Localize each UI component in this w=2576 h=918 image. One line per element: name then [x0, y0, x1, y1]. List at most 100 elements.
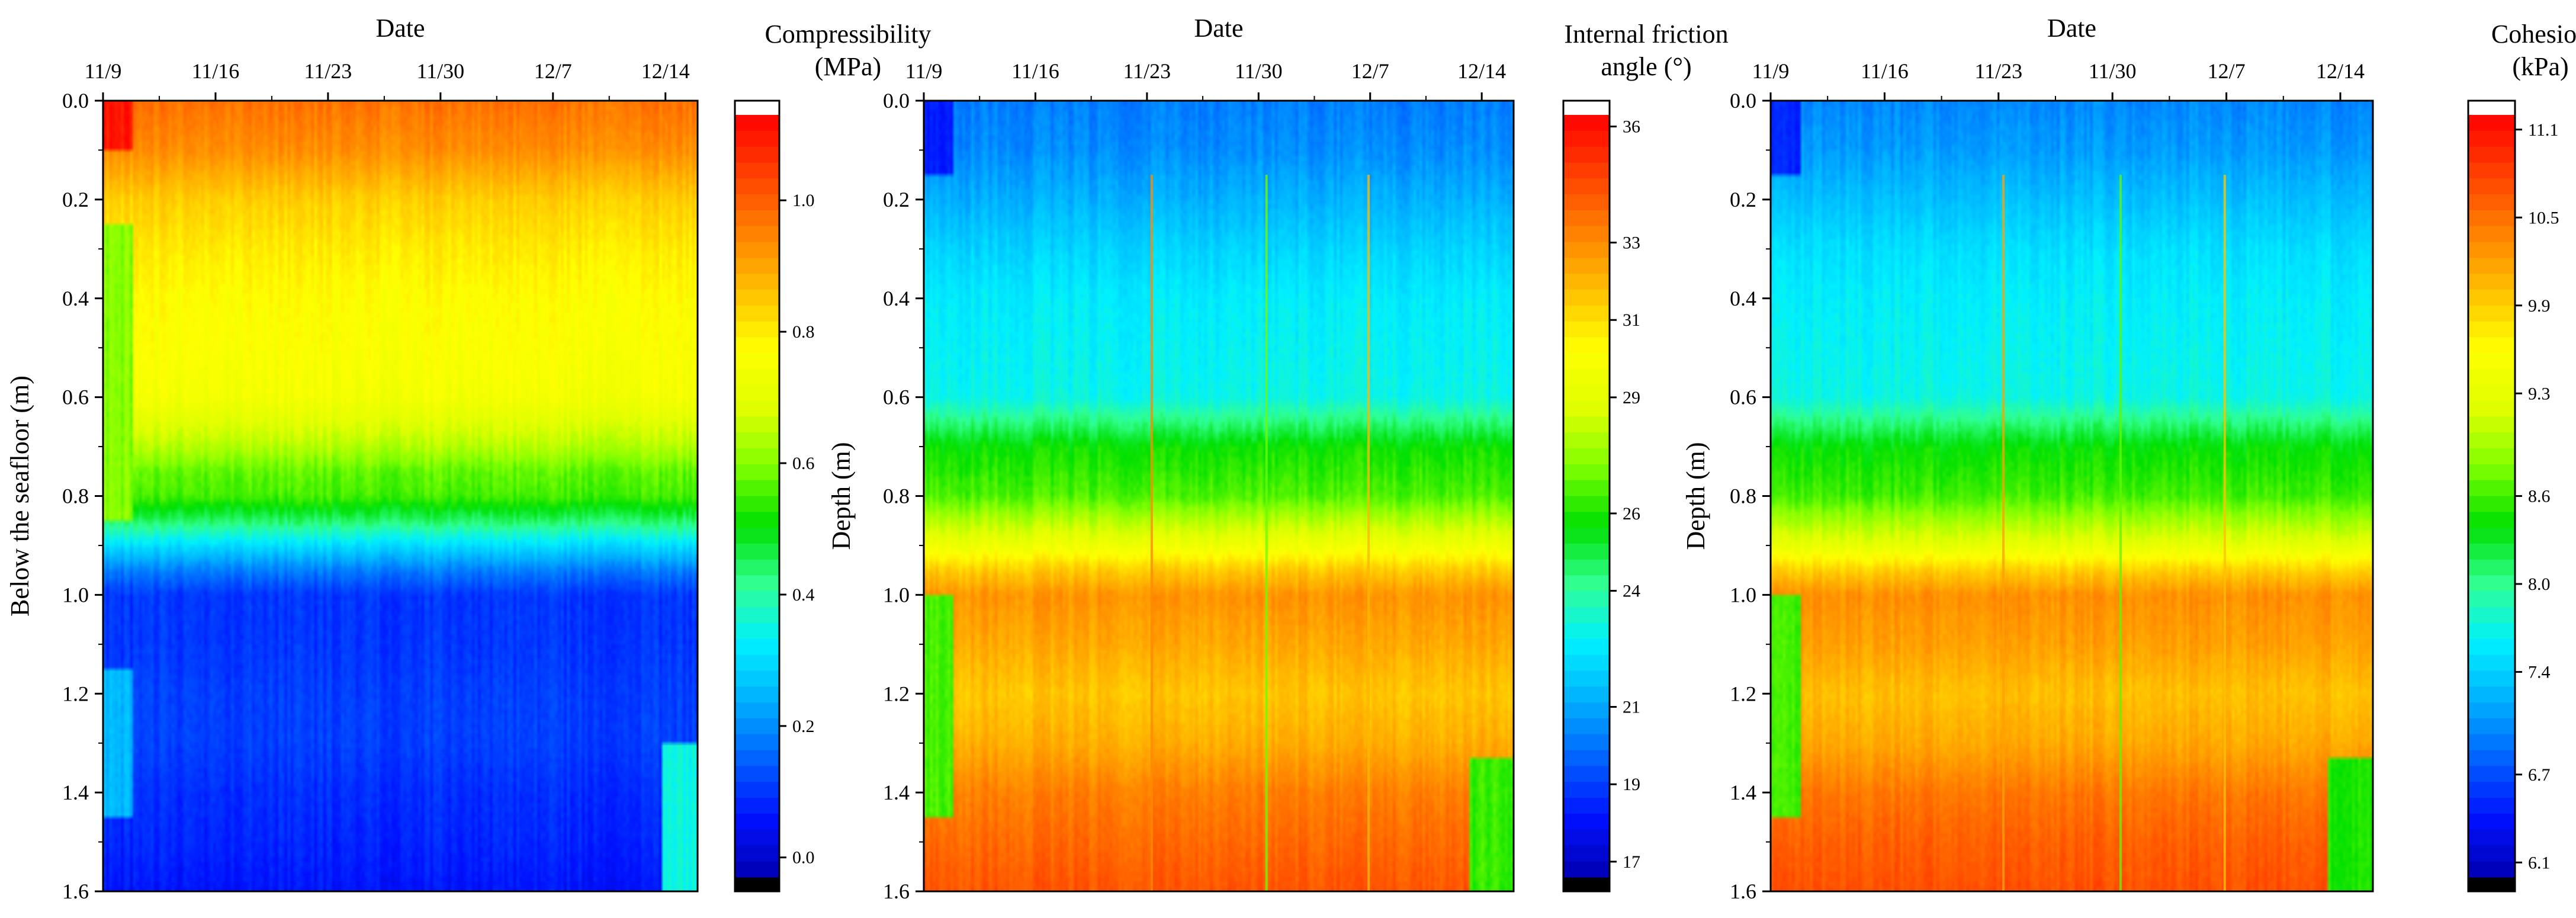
colorbar-step [1563, 813, 1610, 830]
colorbar-step [1563, 258, 1610, 274]
colorbar-tick-label: 36 [1623, 117, 1640, 137]
colorbar-step [735, 829, 779, 846]
colorbar-step [735, 432, 779, 449]
colorbar-step [1563, 162, 1610, 179]
colorbar-step [2468, 575, 2515, 592]
colorbar-step [735, 384, 779, 402]
colorbar-step [1563, 130, 1610, 147]
colorbar-step [735, 226, 779, 243]
colorbar-tick-label: 0.0 [792, 848, 815, 868]
colorbar-step [2468, 813, 2515, 830]
colorbar-step [1563, 274, 1610, 290]
colorbar-step [1563, 448, 1610, 465]
colorbar-step [735, 416, 779, 433]
colorbar-tick-label: 6.7 [2528, 765, 2551, 785]
colorbar-step [2468, 305, 2515, 322]
x-tick-label: 11/9 [1752, 59, 1790, 83]
colorbar-step [1563, 353, 1610, 370]
x-tick-label: 12/14 [1457, 59, 1506, 83]
colorbar-step [1563, 575, 1610, 592]
x-tick-label: 11/23 [304, 59, 352, 83]
colorbar-step [1563, 512, 1610, 528]
colorbar-step [735, 702, 779, 719]
colorbar-step [735, 353, 779, 370]
colorbar-step [2468, 146, 2515, 163]
y-axis-title: Depth (m) [827, 442, 856, 550]
colorbar-step [1563, 750, 1610, 766]
y-tick-label: 1.0 [62, 583, 89, 606]
colorbar-step [1563, 321, 1610, 338]
colorbar-step [1563, 432, 1610, 449]
colorbar-cap-low [735, 877, 779, 891]
colorbar-step [1563, 242, 1610, 258]
colorbar-step [1563, 416, 1610, 433]
colorbar-tick-label: 33 [1623, 233, 1640, 253]
colorbar-step [1563, 369, 1610, 386]
colorbar-tick-label: 8.0 [2528, 574, 2551, 594]
colorbar-step [1563, 496, 1610, 512]
x-axis-title: Date [1194, 14, 1243, 43]
colorbar-step [2468, 321, 2515, 338]
colorbar-step [735, 194, 779, 211]
colorbar-step [2468, 480, 2515, 497]
colorbar-tick-label: 0.6 [792, 454, 815, 473]
x-tick-label: 12/14 [2316, 59, 2365, 83]
colorbar-tick-label: 29 [1623, 388, 1640, 407]
colorbar-step [2468, 543, 2515, 560]
colorbar-step [1563, 686, 1610, 703]
colorbar-step [2468, 274, 2515, 290]
y-tick-label: 0.0 [1730, 89, 1756, 113]
colorbar-step [735, 480, 779, 497]
colorbar-tick-label: 0.2 [792, 717, 815, 736]
colorbar-step [735, 448, 779, 465]
y-tick-label: 0.8 [62, 484, 89, 508]
y-tick-label: 0.2 [883, 188, 910, 211]
colorbar-step [1563, 845, 1610, 862]
colorbar-step [2468, 369, 2515, 386]
colorbar-tick-label: 0.4 [792, 585, 815, 605]
colorbar-step [2468, 289, 2515, 306]
colorbar-title: Compressibility [765, 20, 931, 49]
colorbar-tick-label: 11.1 [2528, 120, 2558, 140]
colorbar-step [735, 670, 779, 687]
colorbar-step [735, 274, 779, 290]
colorbar-cap-high [2468, 101, 2515, 115]
y-tick-label: 0.2 [1730, 188, 1756, 211]
colorbar-tick-label: 26 [1623, 504, 1640, 524]
colorbar-step [2468, 734, 2515, 751]
colorbar: 17 19 21 24 26 29 31 33 36 [1562, 99, 1640, 893]
colorbar-step [2468, 416, 2515, 433]
colorbar-step [1563, 591, 1610, 608]
colorbar-step [735, 321, 779, 338]
colorbar-step [2468, 559, 2515, 576]
y-tick-label: 1.2 [62, 682, 89, 705]
colorbar-step [2468, 496, 2515, 512]
colorbar-cap-low [1563, 877, 1610, 891]
colorbar-step [2468, 400, 2515, 418]
colorbar-step [735, 813, 779, 830]
heatmap-image [103, 101, 698, 891]
colorbar-step [735, 782, 779, 798]
colorbar-step [2468, 210, 2515, 227]
colorbar-step [2468, 702, 2515, 719]
y-tick-label: 1.6 [62, 880, 89, 903]
y-tick-label: 0.4 [883, 287, 910, 310]
colorbar-step [2468, 750, 2515, 766]
colorbar-step [735, 750, 779, 766]
colorbar-step [735, 400, 779, 418]
y-tick-label: 1.4 [62, 781, 89, 804]
colorbar-tick-label: 21 [1623, 698, 1640, 717]
colorbar-step [735, 178, 779, 195]
x-tick-label: 11/9 [905, 59, 943, 83]
heatmap-image [924, 101, 1514, 891]
colorbar-step [1563, 528, 1610, 544]
colorbar-step [2468, 432, 2515, 449]
colorbar-step [735, 210, 779, 227]
colorbar-step [1563, 861, 1610, 878]
x-tick-label: 11/16 [1011, 59, 1059, 83]
colorbar-step [735, 464, 779, 481]
colorbar-step [735, 638, 779, 656]
colorbar-title: angle (°) [1601, 52, 1691, 81]
x-tick-label: 12/14 [641, 59, 690, 83]
y-tick-label: 1.6 [883, 880, 910, 903]
